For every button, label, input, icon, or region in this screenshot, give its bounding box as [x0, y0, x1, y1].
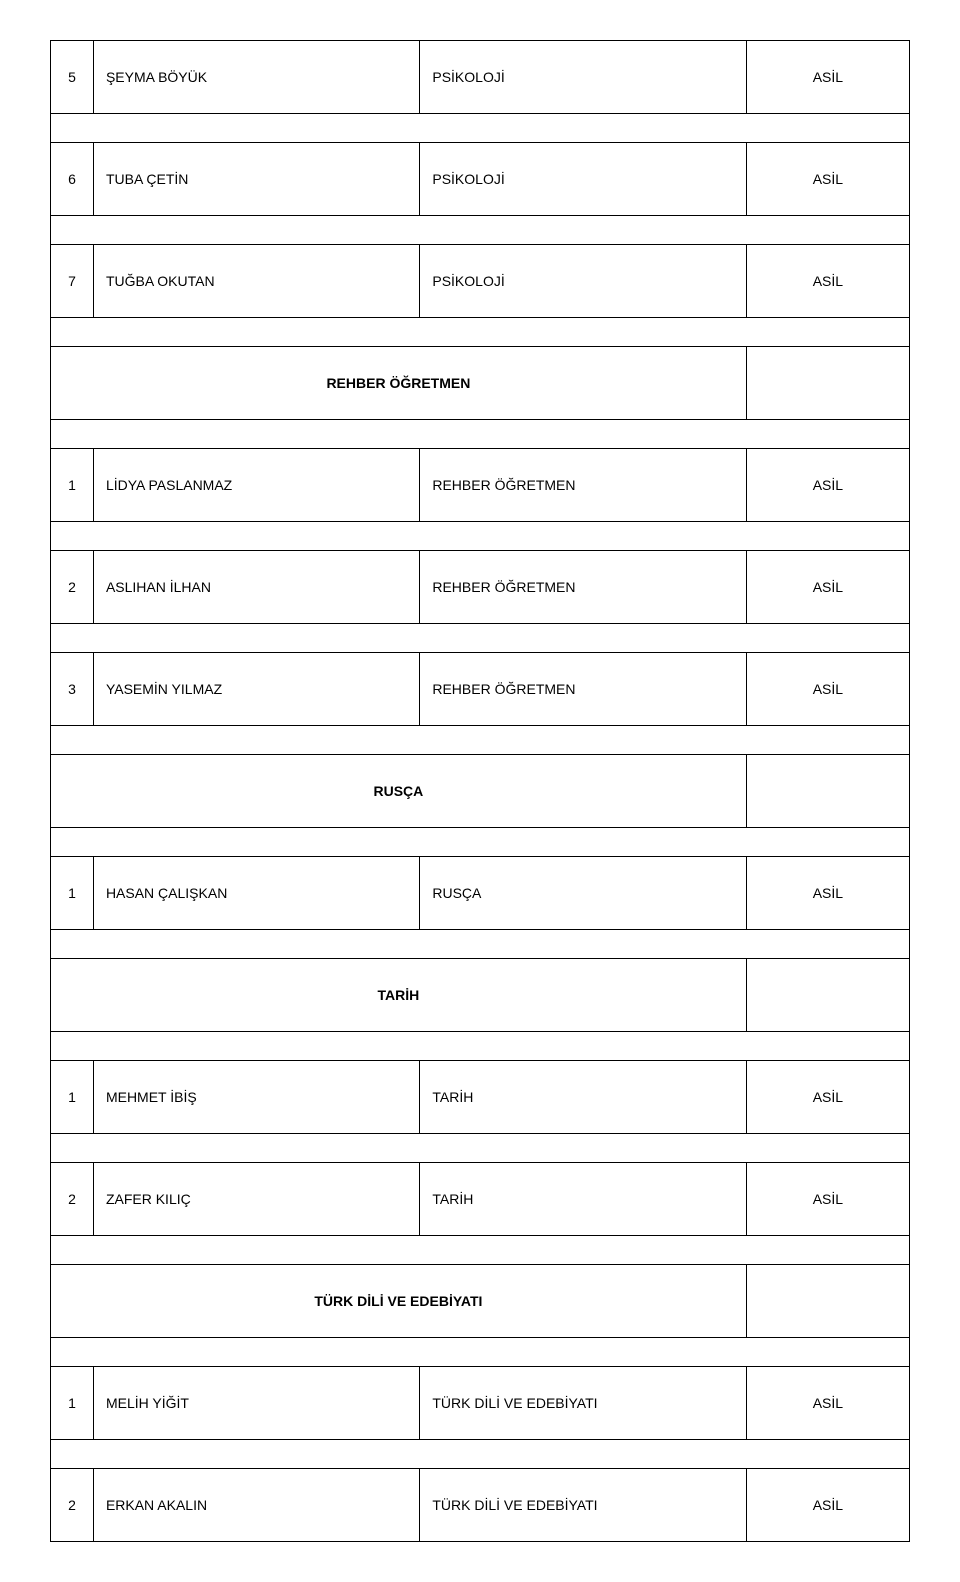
row-number: 2	[51, 1469, 94, 1542]
spacer-row	[51, 1236, 910, 1265]
table-row: 2 ASLIHAN İLHAN REHBER ÖĞRETMEN ASİL	[51, 551, 910, 624]
section-header: RUSÇA	[51, 755, 747, 828]
spacer-row	[51, 624, 910, 653]
spacer-row	[51, 318, 910, 347]
table-row: 2 ERKAN AKALIN TÜRK DİLİ VE EDEBİYATI AS…	[51, 1469, 910, 1542]
row-status: ASİL	[746, 1367, 909, 1440]
row-name: ŞEYMA BÖYÜK	[93, 41, 419, 114]
row-status: ASİL	[746, 1061, 909, 1134]
spacer-row	[51, 114, 910, 143]
spacer-row	[51, 1032, 910, 1061]
row-status: ASİL	[746, 1469, 909, 1542]
spacer-row	[51, 216, 910, 245]
row-number: 1	[51, 857, 94, 930]
row-subject: REHBER ÖĞRETMEN	[420, 551, 746, 624]
row-subject: TÜRK DİLİ VE EDEBİYATI	[420, 1469, 746, 1542]
row-subject: TÜRK DİLİ VE EDEBİYATI	[420, 1367, 746, 1440]
row-status: ASİL	[746, 551, 909, 624]
row-status: ASİL	[746, 143, 909, 216]
row-name: MELİH YİĞİT	[93, 1367, 419, 1440]
row-name: LİDYA PASLANMAZ	[93, 449, 419, 522]
row-name: MEHMET İBİŞ	[93, 1061, 419, 1134]
spacer-row	[51, 522, 910, 551]
row-number: 5	[51, 41, 94, 114]
row-name: TUĞBA OKUTAN	[93, 245, 419, 318]
roster-table: 5 ŞEYMA BÖYÜK PSİKOLOJİ ASİL 6 TUBA ÇETİ…	[50, 40, 910, 1542]
row-name: ASLIHAN İLHAN	[93, 551, 419, 624]
row-subject: TARİH	[420, 1061, 746, 1134]
row-number: 7	[51, 245, 94, 318]
row-subject: TARİH	[420, 1163, 746, 1236]
spacer-row	[51, 1134, 910, 1163]
row-number: 2	[51, 1163, 94, 1236]
row-number: 6	[51, 143, 94, 216]
table-row: 2 ZAFER KILIÇ TARİH ASİL	[51, 1163, 910, 1236]
row-number: 2	[51, 551, 94, 624]
table-row: 5 ŞEYMA BÖYÜK PSİKOLOJİ ASİL	[51, 41, 910, 114]
row-subject: RUSÇA	[420, 857, 746, 930]
row-number: 1	[51, 1061, 94, 1134]
spacer-row	[51, 1338, 910, 1367]
section-header-row: TARİH	[51, 959, 910, 1032]
row-subject: PSİKOLOJİ	[420, 245, 746, 318]
row-number: 3	[51, 653, 94, 726]
row-status: ASİL	[746, 653, 909, 726]
table-row: 1 HASAN ÇALIŞKAN RUSÇA ASİL	[51, 857, 910, 930]
row-name: ZAFER KILIÇ	[93, 1163, 419, 1236]
table-row: 1 MEHMET İBİŞ TARİH ASİL	[51, 1061, 910, 1134]
table-row: 1 LİDYA PASLANMAZ REHBER ÖĞRETMEN ASİL	[51, 449, 910, 522]
spacer-row	[51, 1440, 910, 1469]
table-row: 6 TUBA ÇETİN PSİKOLOJİ ASİL	[51, 143, 910, 216]
spacer-row	[51, 420, 910, 449]
spacer-row	[51, 726, 910, 755]
table-row: 3 YASEMİN YILMAZ REHBER ÖĞRETMEN ASİL	[51, 653, 910, 726]
row-number: 1	[51, 1367, 94, 1440]
spacer-row	[51, 930, 910, 959]
row-status: ASİL	[746, 245, 909, 318]
section-header-blank	[746, 1265, 909, 1338]
row-subject: REHBER ÖĞRETMEN	[420, 449, 746, 522]
section-header: REHBER ÖĞRETMEN	[51, 347, 747, 420]
table-row: 1 MELİH YİĞİT TÜRK DİLİ VE EDEBİYATI ASİ…	[51, 1367, 910, 1440]
row-status: ASİL	[746, 449, 909, 522]
row-name: TUBA ÇETİN	[93, 143, 419, 216]
section-header: TÜRK DİLİ VE EDEBİYATI	[51, 1265, 747, 1338]
row-name: YASEMİN YILMAZ	[93, 653, 419, 726]
section-header-row: TÜRK DİLİ VE EDEBİYATI	[51, 1265, 910, 1338]
row-subject: PSİKOLOJİ	[420, 41, 746, 114]
row-status: ASİL	[746, 1163, 909, 1236]
section-header-row: RUSÇA	[51, 755, 910, 828]
section-header-blank	[746, 959, 909, 1032]
row-subject: REHBER ÖĞRETMEN	[420, 653, 746, 726]
row-number: 1	[51, 449, 94, 522]
row-status: ASİL	[746, 857, 909, 930]
section-header-blank	[746, 347, 909, 420]
section-header: TARİH	[51, 959, 747, 1032]
table-row: 7 TUĞBA OKUTAN PSİKOLOJİ ASİL	[51, 245, 910, 318]
section-header-blank	[746, 755, 909, 828]
row-name: ERKAN AKALIN	[93, 1469, 419, 1542]
section-header-row: REHBER ÖĞRETMEN	[51, 347, 910, 420]
spacer-row	[51, 828, 910, 857]
row-name: HASAN ÇALIŞKAN	[93, 857, 419, 930]
row-subject: PSİKOLOJİ	[420, 143, 746, 216]
row-status: ASİL	[746, 41, 909, 114]
